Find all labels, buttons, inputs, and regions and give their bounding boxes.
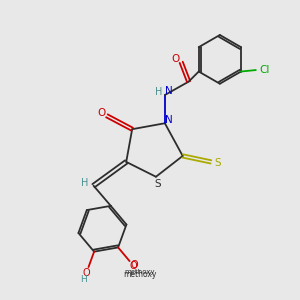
Text: S: S — [214, 158, 221, 168]
Text: O: O — [130, 260, 138, 270]
Text: H: H — [81, 178, 88, 188]
Text: O: O — [83, 268, 90, 278]
Text: methoxy: methoxy — [124, 269, 154, 275]
Text: methoxy: methoxy — [123, 270, 157, 279]
Text: N: N — [165, 85, 172, 96]
Text: H: H — [81, 275, 87, 284]
Text: O: O — [171, 54, 179, 64]
Text: Cl: Cl — [259, 65, 269, 75]
Text: O: O — [98, 108, 106, 118]
Text: O: O — [130, 261, 138, 271]
Text: H: H — [154, 87, 162, 97]
Text: N: N — [165, 115, 173, 125]
Text: S: S — [154, 179, 161, 189]
